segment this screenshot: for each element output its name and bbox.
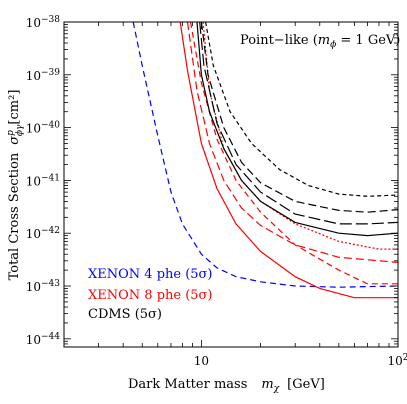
series-line-7 [200,22,398,213]
y-tick-label: 10−38 [26,15,61,30]
series-line-6 [199,22,398,225]
x-axis-label: Dark Matter mass mχ [GeV] [128,377,325,394]
x-tick-label: 10 [194,354,209,368]
annotation: Point−like (mϕ = 1 GeV) [240,33,400,50]
series-line-5 [196,22,398,237]
legend-entry-xenon-4-phe: XENON 4 phe (5σ) [88,267,213,282]
series-line-3 [189,22,398,285]
y-tick-label: 10−42 [26,226,60,241]
y-tick-label: 10−43 [26,279,61,294]
plot-frame [63,21,399,348]
series-line-1 [179,22,398,299]
series-layer [132,22,398,299]
ticks-layer: 10 102 10−38 10−39 10−40 10−41 10−42 10−43 10−44 [26,15,407,368]
x-tick-label: 102 [387,353,407,368]
legend-entry-cdms: CDMS (5σ) [88,307,162,322]
y-tick-label: 10−39 [26,68,61,83]
series-line-0 [132,22,398,288]
y-tick-label: 10−41 [26,173,60,188]
y-tick-label: 10−40 [26,121,61,136]
y-tick-label: 10−44 [26,332,61,347]
series-line-8 [205,22,398,197]
series-line-2 [186,22,398,263]
legend-entry-xenon-8-phe: XENON 8 phe (5σ) [88,288,213,303]
y-axis-label: Total Cross Sectionσpϕγ[cm²] [6,90,25,281]
